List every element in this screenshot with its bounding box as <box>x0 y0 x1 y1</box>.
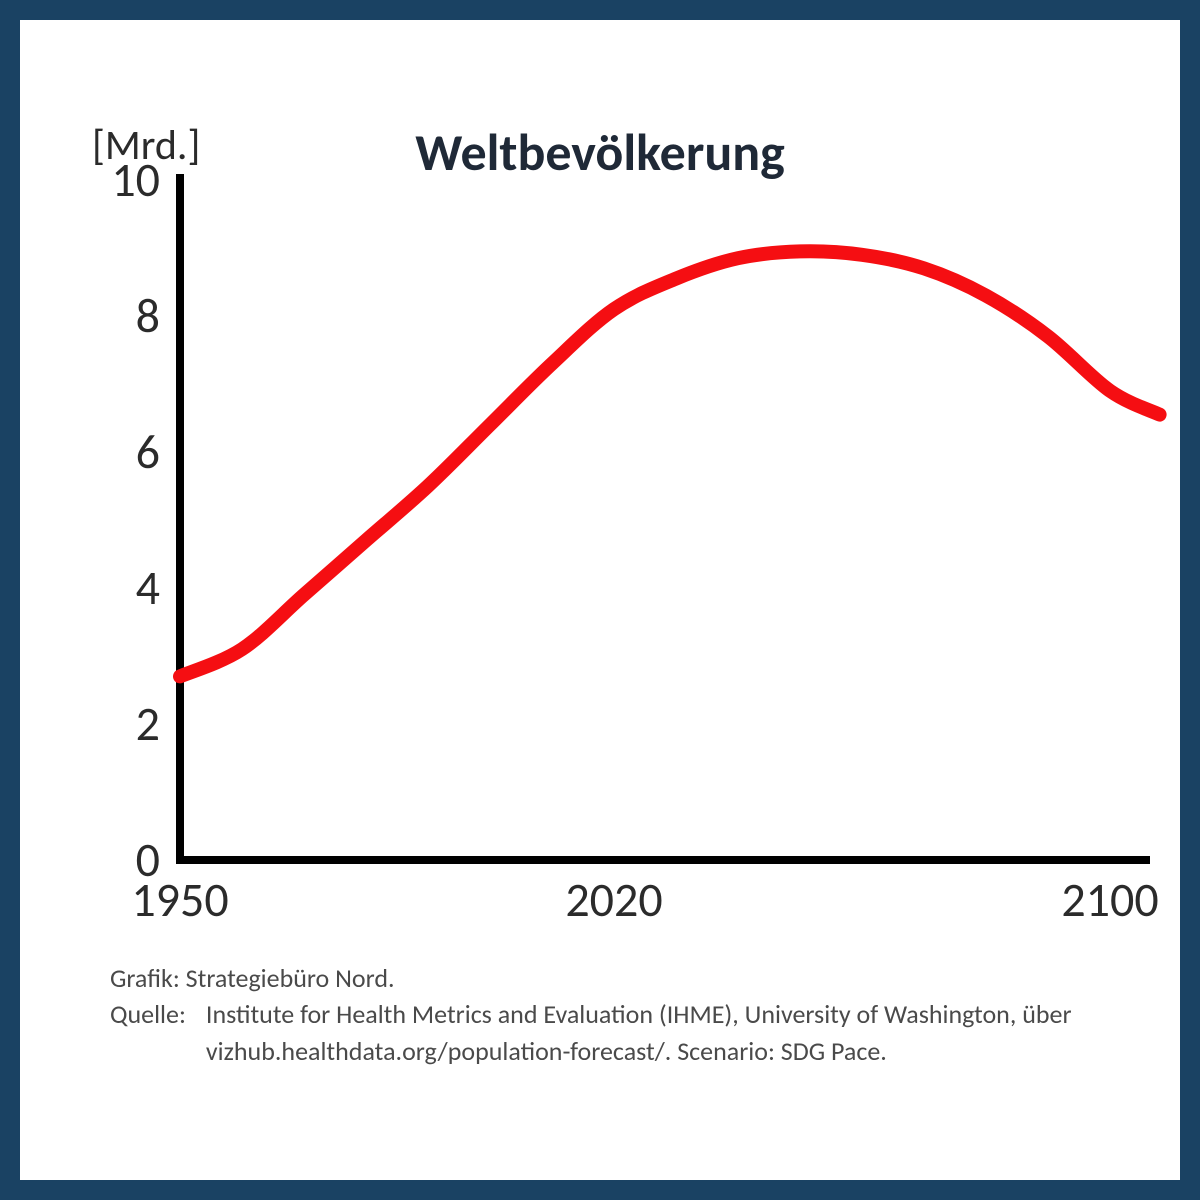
y-tick-label: 6 <box>90 422 160 481</box>
footer-graphic-line: Grafik: Strategiebüro Nord. <box>110 960 1120 996</box>
footer-source-text: Institute for Health Metrics and Evaluat… <box>206 996 1116 1069</box>
chart-frame: Weltbevölkerung [Mrd.] 0246810 195020202… <box>0 0 1200 1200</box>
chart-inner: Weltbevölkerung [Mrd.] 0246810 195020202… <box>20 20 1180 1180</box>
y-tick-label: 4 <box>90 558 160 617</box>
x-tick-label: 1950 <box>115 870 245 929</box>
x-tick-label: 2100 <box>1045 870 1175 929</box>
series-line <box>180 251 1160 676</box>
footer-source-label: Quelle: <box>110 996 200 1032</box>
footer-source-line: Quelle: Institute for Health Metrics and… <box>110 996 1120 1069</box>
x-tick-label: 2020 <box>549 870 679 929</box>
plot-area <box>180 180 1110 860</box>
footer-graphic-label: Grafik: <box>110 962 180 994</box>
y-tick-label: 10 <box>90 150 160 209</box>
chart-svg <box>180 180 1110 860</box>
chart-footer: Grafik: Strategiebüro Nord. Quelle: Inst… <box>110 960 1120 1069</box>
y-tick-label: 2 <box>90 694 160 753</box>
footer-graphic-text: Strategiebüro Nord. <box>186 962 395 994</box>
y-tick-label: 8 <box>90 286 160 345</box>
